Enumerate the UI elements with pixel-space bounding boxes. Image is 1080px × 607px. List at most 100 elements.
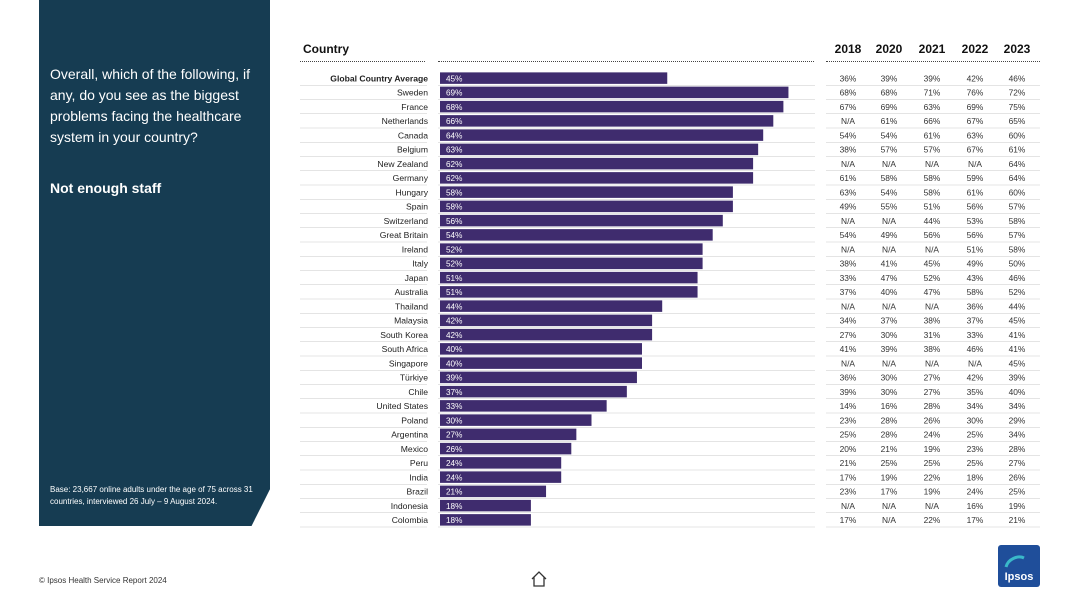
country-label: Chile	[408, 387, 428, 397]
bar	[440, 371, 637, 384]
bar	[440, 385, 627, 398]
history-value-2020: N/A	[882, 501, 896, 511]
bar-value-label: 18%	[446, 502, 462, 511]
history-value-2020: 30%	[881, 387, 898, 397]
country-label: Singapore	[389, 358, 428, 368]
country-label: Mexico	[401, 444, 428, 454]
history-value-2022: 76%	[967, 88, 984, 98]
country-label: Colombia	[392, 515, 429, 525]
country-label: Malaysia	[394, 316, 428, 326]
history-value-2018: 27%	[840, 330, 857, 340]
bar-value-label: 62%	[446, 174, 462, 183]
country-label: Australia	[395, 287, 429, 297]
bar-value-label: 64%	[446, 131, 462, 140]
history-value-2023: 39%	[1009, 373, 1026, 383]
history-value-2022: N/A	[968, 159, 982, 169]
history-value-2020: 57%	[881, 145, 898, 155]
bar-value-label: 27%	[446, 431, 462, 440]
history-value-2021: 52%	[924, 273, 941, 283]
bar-value-label: 45%	[446, 74, 462, 83]
history-value-2022: 36%	[967, 301, 984, 311]
history-value-2022: 33%	[967, 330, 984, 340]
history-value-2018: N/A	[841, 216, 855, 226]
history-value-2022: 67%	[967, 145, 984, 155]
survey-question: Overall, which of the following, if any,…	[50, 66, 250, 145]
history-value-2023: 57%	[1009, 202, 1026, 212]
bar-value-label: 26%	[446, 445, 462, 454]
country-label: Thailand	[395, 301, 428, 311]
history-value-2018: 14%	[840, 401, 857, 411]
history-value-2023: 61%	[1009, 145, 1026, 155]
country-label: Poland	[401, 415, 428, 425]
history-value-2021: 28%	[924, 401, 941, 411]
bar	[440, 428, 577, 441]
history-value-2021: 26%	[924, 415, 941, 425]
history-value-2021: 19%	[924, 487, 941, 497]
bar	[440, 243, 703, 255]
history-value-2021: N/A	[925, 358, 939, 368]
history-value-2018: 49%	[840, 202, 857, 212]
history-value-2020: 39%	[881, 73, 898, 83]
history-value-2020: 17%	[881, 487, 898, 497]
history-value-2021: 44%	[924, 216, 941, 226]
history-value-2022: 59%	[967, 173, 984, 183]
history-value-2023: 26%	[1009, 472, 1026, 482]
history-value-2020: 40%	[881, 287, 898, 297]
history-value-2018: 17%	[840, 515, 857, 525]
history-value-2023: 52%	[1009, 287, 1026, 297]
bar-value-label: 40%	[446, 345, 462, 354]
country-label: Spain	[406, 202, 428, 212]
history-value-2020: 41%	[881, 259, 898, 269]
logo-text: Ipsos	[1005, 571, 1034, 583]
history-value-2020: 19%	[881, 472, 898, 482]
history-value-2021: 66%	[924, 116, 941, 126]
history-value-2023: 34%	[1009, 401, 1026, 411]
country-label: India	[409, 472, 428, 482]
history-value-2022: 58%	[967, 287, 984, 297]
history-value-2018: 20%	[840, 444, 857, 454]
history-value-2021: 27%	[924, 387, 941, 397]
history-value-2020: 30%	[881, 373, 898, 383]
history-value-2018: 17%	[840, 472, 857, 482]
history-value-2018: 68%	[840, 88, 857, 98]
country-label: Ireland	[402, 244, 428, 254]
country-label: Great Britain	[380, 230, 428, 240]
header-divider-years	[826, 61, 1040, 62]
year-header-2020: 2020	[875, 42, 903, 56]
history-value-2021: 38%	[924, 344, 941, 354]
country-label: Brazil	[407, 487, 429, 497]
bar	[440, 343, 642, 355]
country-label: France	[401, 102, 428, 112]
bar-value-label: 69%	[446, 89, 462, 98]
history-value-2018: 33%	[840, 273, 857, 283]
history-value-2020: 55%	[881, 202, 898, 212]
history-value-2018: N/A	[841, 301, 855, 311]
history-value-2020: 61%	[881, 116, 898, 126]
history-value-2018: N/A	[841, 501, 855, 511]
history-value-2020: 58%	[881, 173, 898, 183]
bar	[440, 86, 789, 99]
history-value-2023: 46%	[1009, 73, 1026, 83]
bar	[440, 271, 698, 284]
history-value-2018: N/A	[841, 244, 855, 254]
country-label: United States	[376, 401, 428, 411]
history-value-2023: 58%	[1009, 216, 1026, 226]
history-value-2018: 21%	[840, 458, 857, 468]
history-value-2020: 69%	[881, 102, 898, 112]
history-value-2018: 54%	[840, 130, 857, 140]
history-value-2021: 45%	[924, 259, 941, 269]
bar	[440, 157, 754, 170]
country-label: Switzerland	[384, 216, 429, 226]
home-icon[interactable]	[530, 570, 548, 588]
country-label: Global Country Average	[330, 73, 428, 83]
history-value-2023: 45%	[1009, 316, 1026, 326]
history-value-2020: 49%	[881, 230, 898, 240]
history-value-2020: 39%	[881, 344, 898, 354]
history-value-2021: 58%	[924, 173, 941, 183]
bar-value-label: 52%	[446, 245, 462, 254]
history-value-2023: 58%	[1009, 244, 1026, 254]
history-value-2023: 64%	[1009, 159, 1026, 169]
bar	[440, 300, 663, 312]
bar-value-label: 51%	[446, 274, 462, 283]
